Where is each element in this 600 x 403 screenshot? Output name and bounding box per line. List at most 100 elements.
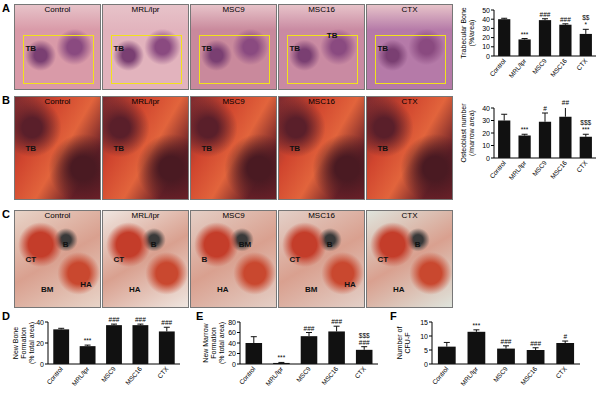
axis-title: Formation — [210, 327, 217, 359]
tick-label: 0 — [40, 361, 44, 368]
category-label: Control — [431, 365, 450, 386]
error-bar — [164, 327, 170, 331]
significance: *** — [473, 322, 481, 329]
tissue-tag: TB — [201, 144, 212, 153]
tissue-tag: TB — [25, 144, 36, 153]
significance: *** — [278, 354, 286, 361]
bar — [356, 350, 373, 364]
tick — [237, 353, 240, 354]
tick — [491, 37, 494, 38]
bar — [559, 25, 571, 56]
category-label: MSC9 — [531, 159, 548, 178]
significance: ### — [530, 340, 541, 347]
tick — [491, 19, 494, 20]
error-bar — [542, 113, 548, 122]
micrograph: TB — [14, 96, 101, 200]
axis-title: (%/area) — [468, 20, 476, 47]
tissue-tag: B — [415, 240, 421, 249]
significance: ### — [135, 316, 146, 323]
error-bar — [306, 333, 312, 337]
bar — [580, 137, 592, 158]
tick — [429, 350, 432, 351]
tissue-tag: BM — [305, 285, 317, 294]
image-label: MSC9 — [192, 211, 275, 220]
tissue-tag: TB — [377, 144, 388, 153]
error-bar — [583, 134, 589, 137]
tissue-tag: B — [327, 240, 333, 249]
bar — [468, 332, 486, 364]
tick-label: 20 — [228, 350, 236, 357]
axis-title: New Bone — [12, 327, 19, 359]
error-bar — [562, 23, 568, 25]
tissue-tag: B — [151, 240, 157, 249]
tick-label: 80 — [228, 319, 236, 326]
significance: * — [585, 21, 588, 28]
panel-letter: A — [2, 2, 10, 14]
tick — [237, 322, 240, 323]
tissue-tag: CT — [289, 255, 300, 264]
tissue-tag: TB — [113, 144, 124, 153]
significance: ### — [501, 338, 512, 345]
tick — [491, 56, 494, 57]
bar — [328, 331, 345, 364]
category-label: Control — [488, 159, 507, 180]
error-bar — [562, 341, 568, 343]
tissue-tag: BM — [41, 285, 53, 294]
significance: ### — [331, 318, 342, 325]
tissue-tag: HA — [129, 285, 141, 294]
image-label: Control — [16, 97, 99, 106]
micrograph: CTBBMHA — [278, 210, 365, 308]
tick-label: 0 — [424, 361, 428, 368]
category-label: Control — [45, 365, 64, 386]
error-bar — [473, 330, 479, 332]
axis-title: New Marrow — [202, 322, 209, 362]
category-label: CTX — [554, 365, 568, 380]
tick-label: 20 — [482, 34, 490, 41]
image-label: CTX — [368, 5, 451, 14]
bar — [539, 20, 551, 56]
tick — [237, 332, 240, 333]
micrograph: TB — [102, 4, 189, 90]
tissue-tag: TB — [289, 44, 300, 53]
tick-label: 50 — [482, 7, 490, 14]
tick — [237, 343, 240, 344]
micrograph: TB — [14, 4, 101, 90]
error-bar — [251, 337, 257, 343]
significance: # — [543, 105, 547, 112]
bar — [539, 122, 551, 158]
tick-label: 40 — [228, 340, 236, 347]
error-bar — [522, 134, 528, 135]
tick-label: 15 — [420, 319, 428, 326]
region-box — [111, 35, 182, 84]
micrograph: TB — [190, 4, 277, 90]
significance: ### — [560, 16, 571, 23]
micrograph: TB — [102, 96, 189, 200]
marks — [246, 326, 373, 364]
significance: *** — [521, 31, 529, 38]
tick — [429, 322, 432, 323]
tick-label: 40 — [36, 319, 44, 326]
error-bar — [583, 29, 589, 34]
significance: $$$ — [359, 332, 370, 339]
image-label: MRL/lpr — [104, 5, 187, 14]
y-axis — [432, 322, 433, 364]
category-label: Control — [488, 57, 507, 78]
category-label: MSC9 — [100, 365, 117, 384]
tick — [491, 46, 494, 47]
image-label: MRL/lpr — [104, 97, 187, 106]
category-label: MSC16 — [320, 365, 340, 386]
micrograph: TB — [366, 4, 453, 90]
micrograph: CTBHA — [102, 210, 189, 308]
tissue-tag: B — [201, 255, 207, 264]
error-bar — [58, 328, 64, 329]
category-label: MSC16 — [124, 365, 144, 386]
tick-label: 0 — [486, 155, 490, 162]
tick — [491, 108, 494, 109]
axis-title: Number of — [396, 327, 403, 360]
category-label: CTX — [353, 365, 367, 380]
micrograph: CTBHA — [366, 210, 453, 308]
tissue-tag: B — [63, 240, 69, 249]
tick-label: 10 — [482, 142, 490, 149]
bar — [559, 117, 571, 158]
category-label: MSC16 — [549, 159, 569, 180]
